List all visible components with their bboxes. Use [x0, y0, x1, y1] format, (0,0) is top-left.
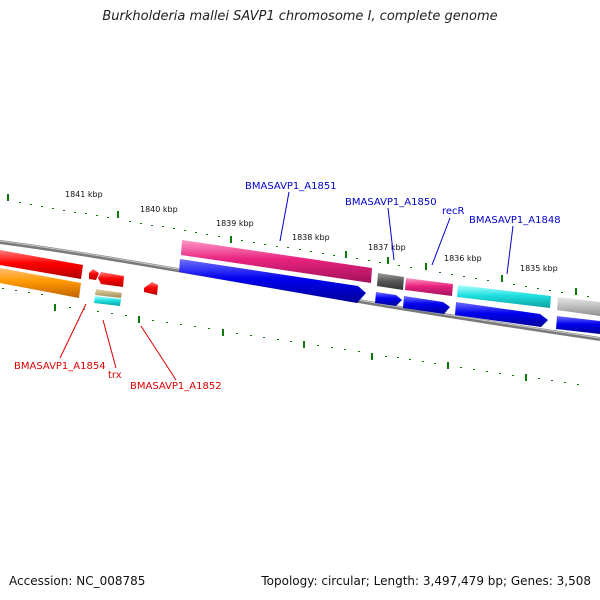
gene-a1850-pink	[405, 278, 453, 296]
scale-labels: 1841 kbp 1840 kbp 1839 kbp 1838 kbp 1837…	[65, 190, 558, 273]
gene-a1854-orange	[0, 268, 81, 298]
label-trx[interactable]: trx	[108, 370, 122, 381]
label-bmasavp1-a1854[interactable]: BMASAVP1_A1854	[14, 361, 106, 372]
gene-blue-short-2	[403, 296, 450, 314]
reverse-strand-genes[interactable]	[0, 259, 600, 334]
accession-text: Accession: NC_008785	[9, 574, 146, 588]
label-bmasavp1-a1852[interactable]: BMASAVP1_A1852	[130, 381, 222, 392]
map-title: Burkholderia mallei SAVP1 chromosome I, …	[102, 9, 498, 24]
gene-red-small-1	[89, 269, 99, 280]
gene-red-small-2	[98, 272, 124, 287]
gene-blue-mid	[455, 302, 548, 327]
scale-label-1841: 1841 kbp	[65, 190, 103, 199]
reverse-labels	[59, 303, 177, 381]
scale-label-1835: 1835 kbp	[520, 264, 558, 273]
scale-label-1840: 1840 kbp	[140, 205, 178, 214]
forward-labels	[279, 191, 514, 275]
gene-blue-short-1	[375, 292, 402, 306]
gene-trx-cyan	[94, 296, 121, 306]
forward-strand-genes[interactable]	[0, 240, 600, 316]
scale-ring-outer	[7, 194, 589, 297]
gene-a1852-red	[144, 282, 158, 295]
gene-a1851-pink	[181, 240, 372, 283]
gene-dark-gray	[377, 273, 404, 290]
label-recr[interactable]: recR	[442, 206, 465, 217]
gene-light-gray-right	[557, 297, 600, 316]
topology-text: Topology: circular; Length: 3,497,479 bp…	[261, 574, 591, 588]
label-bmasavp1-a1850[interactable]: BMASAVP1_A1850	[345, 197, 437, 208]
scale-label-1839: 1839 kbp	[216, 219, 254, 228]
scale-label-1836: 1836 kbp	[444, 254, 482, 263]
scale-label-1838: 1838 kbp	[292, 233, 330, 242]
gene-blue-right	[556, 316, 600, 334]
scale-ring-inner	[2, 288, 579, 385]
gene-red-left	[0, 250, 83, 279]
gene-trx-khaki	[95, 289, 122, 298]
label-bmasavp1-a1851[interactable]: BMASAVP1_A1851	[245, 181, 337, 192]
gene-a1848-cyan	[457, 285, 551, 308]
scale-label-1837: 1837 kbp	[368, 243, 406, 252]
label-bmasavp1-a1848[interactable]: BMASAVP1_A1848	[469, 215, 561, 226]
gene-blue-long	[179, 259, 366, 303]
